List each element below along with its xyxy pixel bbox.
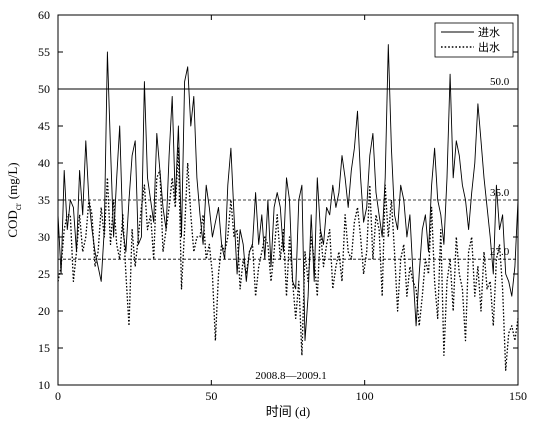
y-tick-label: 55 — [38, 45, 50, 59]
x-tick-label: 100 — [356, 389, 374, 403]
x-tick-label: 150 — [509, 389, 527, 403]
y-tick-label: 20 — [38, 304, 50, 318]
series-line-outflow — [57, 147, 519, 371]
y-tick-label: 25 — [38, 267, 50, 281]
reference-lines: 50.035.027.0 — [58, 76, 518, 260]
date-range-annotation: 2008.8—2009.1 — [255, 370, 327, 382]
y-tick-label: 45 — [38, 119, 50, 133]
y-tick-label: 30 — [38, 230, 50, 244]
y-tick-label: 50 — [38, 82, 50, 96]
x-tick-label: 0 — [55, 389, 61, 403]
series-lines — [57, 44, 519, 371]
legend-label-inflow: 进水 — [478, 26, 500, 39]
legend-box — [434, 22, 514, 58]
reference-line-label: 35.0 — [490, 187, 510, 199]
reference-line-label: 50.0 — [490, 76, 510, 88]
legend-label-outflow: 出水 — [478, 40, 500, 54]
y-axis-title-main: COD — [5, 210, 20, 237]
y-tick-label: 15 — [38, 341, 50, 355]
axis-ticks: 10 15 20 25 30 35 40 45 50 55 60 0 50 100 150 — [38, 8, 527, 403]
legend: 进水 出水 — [434, 22, 514, 58]
x-axis-title: 时间 (d) — [266, 404, 310, 419]
x-tick-label: 50 — [205, 389, 217, 403]
series-line-inflow — [57, 44, 519, 342]
y-axis-title-sub: cr — [13, 203, 23, 210]
y-tick-label: 10 — [38, 378, 50, 392]
y-tick-label: 40 — [38, 156, 50, 170]
y-axis-title-text: CODcr (mg/L) — [5, 162, 23, 237]
y-axis-title-unit: (mg/L) — [5, 162, 20, 199]
y-axis-title: CODcr (mg/L) — [5, 162, 23, 237]
y-tick-label: 60 — [38, 8, 50, 22]
y-tick-label: 35 — [38, 193, 50, 207]
